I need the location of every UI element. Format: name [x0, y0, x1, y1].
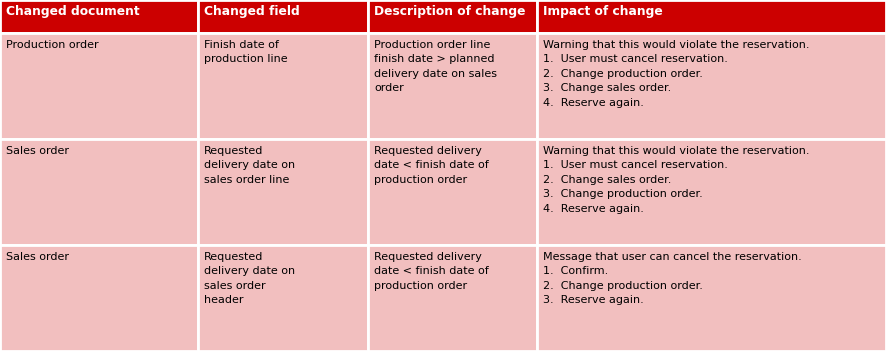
Bar [0, 33, 198, 139]
Text: Sales order: Sales order [6, 252, 69, 262]
Bar [198, 139, 368, 245]
Bar [537, 245, 886, 351]
Bar [368, 139, 537, 245]
Text: Requested delivery
date < finish date of
production order: Requested delivery date < finish date of… [374, 252, 489, 291]
Bar [368, 245, 537, 351]
Bar [198, 245, 368, 351]
Text: Requested
delivery date on
sales order line: Requested delivery date on sales order l… [204, 146, 295, 185]
Text: Changed field: Changed field [204, 5, 299, 18]
Bar [368, 33, 537, 139]
Bar [0, 245, 198, 351]
Text: Sales order: Sales order [6, 146, 69, 156]
Bar [0, 0, 198, 33]
Text: Warning that this would violate the reservation.
1.  User must cancel reservatio: Warning that this would violate the rese… [543, 40, 810, 108]
Bar [537, 33, 886, 139]
Text: Changed document: Changed document [6, 5, 140, 18]
Bar [198, 33, 368, 139]
Text: Description of change: Description of change [374, 5, 525, 18]
Text: Finish date of
production line: Finish date of production line [204, 40, 288, 64]
Text: Production order: Production order [6, 40, 98, 50]
Bar [537, 139, 886, 245]
Bar [0, 139, 198, 245]
Text: Requested delivery
date < finish date of
production order: Requested delivery date < finish date of… [374, 146, 489, 185]
Text: Production order line
finish date > planned
delivery date on sales
order: Production order line finish date > plan… [374, 40, 497, 93]
Bar [368, 0, 537, 33]
Bar [198, 0, 368, 33]
Text: Requested
delivery date on
sales order
header: Requested delivery date on sales order h… [204, 252, 295, 305]
Text: Impact of change: Impact of change [543, 5, 663, 18]
Text: Message that user can cancel the reservation.
1.  Confirm.
2.  Change production: Message that user can cancel the reserva… [543, 252, 802, 305]
Text: Warning that this would violate the reservation.
1.  User must cancel reservatio: Warning that this would violate the rese… [543, 146, 810, 214]
Bar [537, 0, 886, 33]
